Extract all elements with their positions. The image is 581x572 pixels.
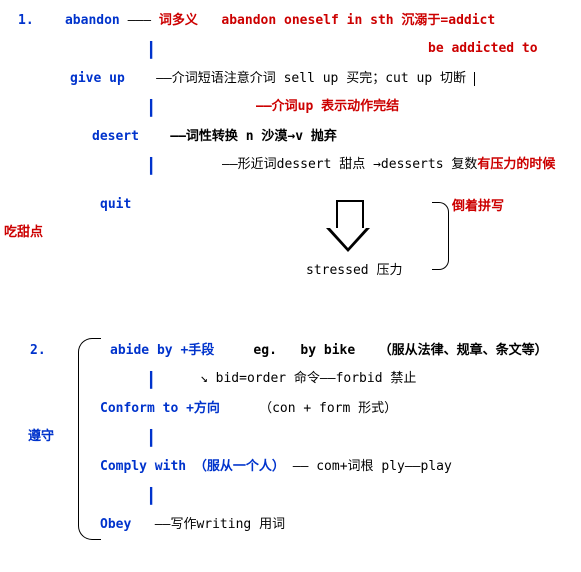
line-giveup: give up ——介词短语注意介词 sell up 买完；cut up 切断 — [70, 70, 475, 88]
bid-arrow-icon: ↘ — [200, 371, 208, 386]
down-arrow-icon — [326, 200, 370, 254]
pressure-red: 有压力的时候 — [477, 157, 555, 172]
abide-eg-tail: （服从法律、规章、条文等） — [379, 343, 548, 358]
be-addicted: be addicted to — [428, 40, 538, 58]
bid-text: bid=order 命令——forbid 禁止 — [216, 371, 417, 386]
line-abide: abide by +手段 eg. by bike （服从法律、规章、条文等） — [110, 342, 548, 360]
line-conform: Conform to +方向 （con + form 形式） — [100, 400, 397, 418]
word-quit: quit — [100, 196, 131, 214]
word-abandon: abandon — [65, 13, 120, 28]
obey-tail: ——写作writing 用词 — [155, 517, 285, 532]
up-note: ——介词up 表示动作完结 — [256, 98, 399, 116]
bar-2b: ▎ — [150, 428, 159, 449]
conform-tail: （con + form 形式） — [259, 401, 397, 416]
dessert-note: ——形近词dessert 甜点 →desserts 复数 — [222, 157, 477, 172]
word-giveup: give up — [70, 71, 125, 86]
bar-1a: ▎ — [150, 40, 159, 61]
word-comply: Comply with （服从一个人） — [100, 459, 285, 474]
bar-2a: ▎ — [150, 370, 159, 391]
reverse-spell: 倒着拼写 — [452, 198, 504, 216]
left-brace-icon — [78, 338, 101, 540]
text-cursor — [474, 72, 475, 86]
line-comply: Comply with （服从一个人） —— com+词根 ply——play — [100, 458, 452, 476]
dash: ——— — [128, 13, 151, 28]
label-zunshou: 遵守 — [28, 428, 54, 446]
abandon-example: abandon oneself in sth 沉溺于=addict — [221, 13, 495, 28]
num2: 2. — [30, 342, 46, 360]
comply-tail: —— com+词根 ply——play — [293, 459, 452, 474]
desert-desc: ——词性转换 n 沙漠→v 抛弃 — [170, 129, 337, 144]
giveup-desc: ——介词短语注意介词 sell up 买完；cut up 切断 — [156, 71, 466, 86]
bar-1c: ▎ — [150, 156, 159, 177]
abide-eg-bold: by bike — [300, 343, 355, 358]
line-obey: Obey ——写作writing 用词 — [100, 516, 285, 534]
line-abandon: 1. abandon ——— 词多义 abandon oneself in st… — [18, 12, 495, 30]
line-desert: desert ——词性转换 n 沙漠→v 抛弃 — [92, 128, 337, 146]
right-brace-icon — [432, 202, 449, 270]
num1: 1. — [18, 13, 34, 28]
bar-2c: ▎ — [150, 486, 159, 507]
word-abide: abide by +手段 — [110, 343, 214, 358]
bar-1b: ▎ — [150, 98, 159, 119]
stressed: stressed 压力 — [306, 262, 402, 280]
word-obey: Obey — [100, 517, 131, 532]
word-conform: Conform to +方向 — [100, 401, 220, 416]
dessert-note-wrap: ——形近词dessert 甜点 →desserts 复数有压力的时候 — [222, 156, 555, 174]
abide-eg-label: eg. — [253, 343, 276, 358]
word-desert: desert — [92, 129, 139, 144]
bid-line: ↘ bid=order 命令——forbid 禁止 — [200, 370, 416, 388]
eat-sweet: 吃甜点 — [4, 224, 43, 242]
ciduo: 词多义 — [159, 13, 198, 28]
